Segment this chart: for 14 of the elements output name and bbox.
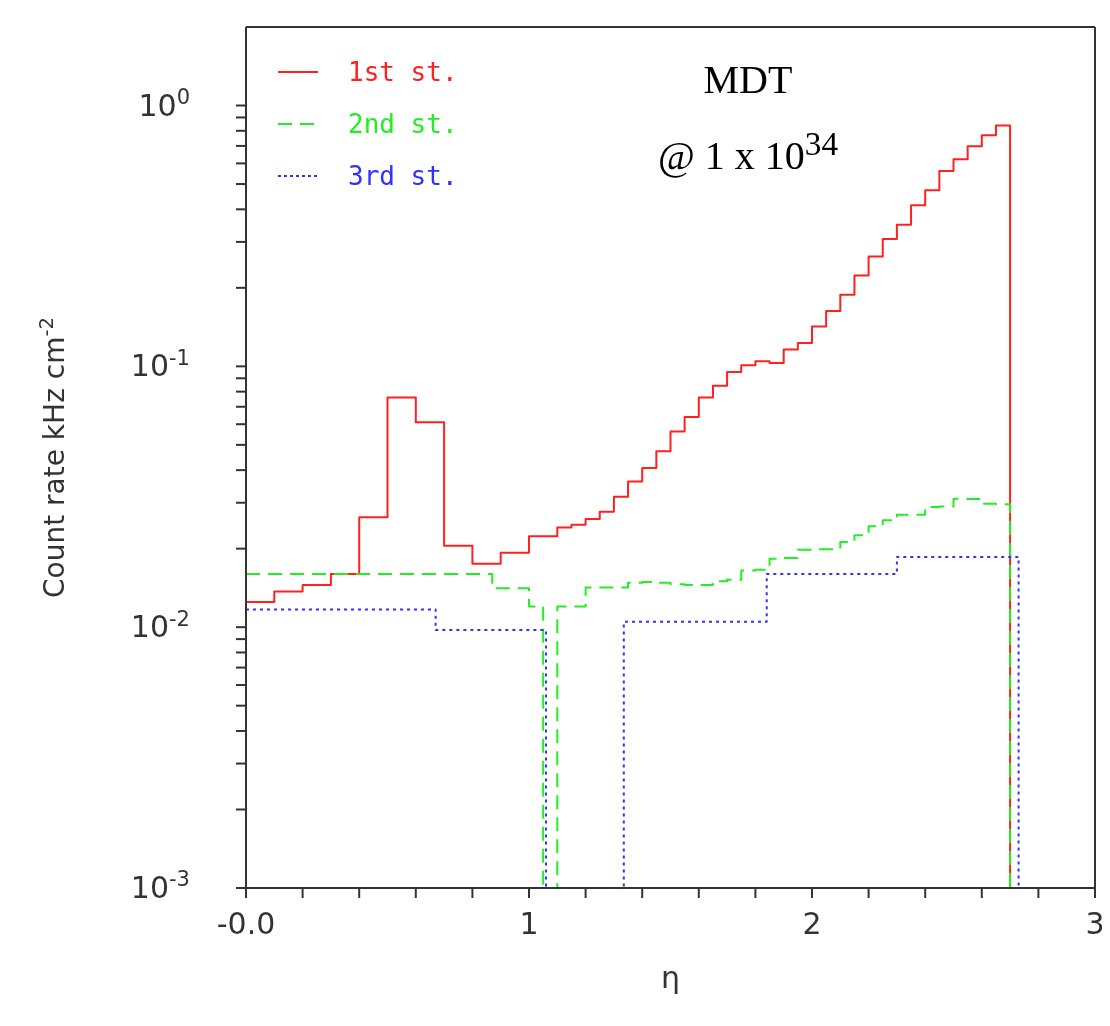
annotation: MDT <box>702 56 794 104</box>
x-axis-title: η <box>660 960 681 995</box>
legend-label: 2nd st. <box>348 109 458 139</box>
x-tick-label: 2 <box>802 906 822 941</box>
x-tick-label: 3 <box>1085 906 1105 941</box>
y-tick-label: 10$^{0}$ <box>138 84 190 123</box>
y-tick-label: 10$^{-1}$ <box>130 345 190 384</box>
legend-label: 1st st. <box>348 57 458 87</box>
y-tick-label: 10$^{-2}$ <box>130 606 190 645</box>
y-tick-label: 10$^{-3}$ <box>130 867 190 905</box>
x-tick-label: 1 <box>519 906 539 941</box>
x-tick-label: -0.0 <box>216 906 276 941</box>
annotation: @ 1 x 10$^{34}$ <box>656 124 840 181</box>
legend-label: 3rd st. <box>348 161 458 191</box>
